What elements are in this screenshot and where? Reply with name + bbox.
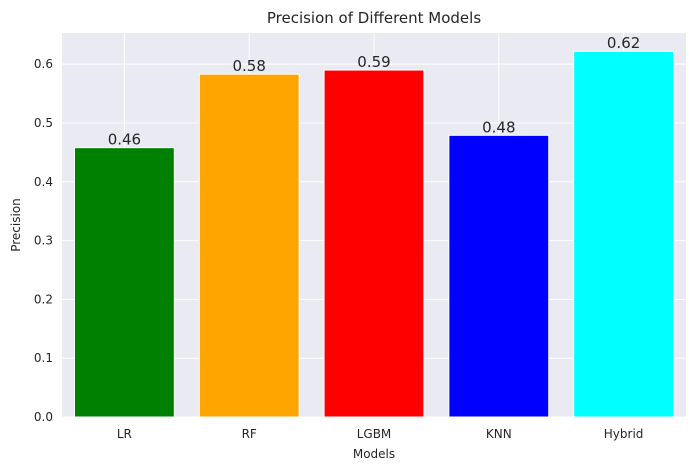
x-tick-label: LGBM [357,427,392,441]
x-tick-label: Hybrid [604,427,644,441]
x-tick-label: RF [242,427,257,441]
bar-knn [448,134,550,418]
data-label-rf: 0.58 [232,57,265,75]
x-tick-labels: LR RF LGBM KNN Hybrid [117,427,644,441]
y-tick-label: 0.6 [34,57,53,71]
y-tick-labels: 0.0 0.1 0.2 0.3 0.4 0.5 0.6 [34,57,53,424]
y-tick-label: 0.3 [34,234,53,248]
y-tick-label: 0.2 [34,292,53,306]
y-tick-label: 0.4 [34,175,53,189]
y-axis-label: Precision [9,198,23,252]
data-labels: 0.46 0.58 0.59 0.48 0.62 [108,34,641,148]
data-label-lr: 0.46 [108,131,141,149]
x-tick-label: LR [117,427,132,441]
data-label-lgbm: 0.59 [357,53,390,71]
x-axis-label: Models [353,447,395,461]
data-label-knn: 0.48 [482,118,515,136]
y-tick-label: 0.0 [34,410,53,424]
bar-lgbm [323,69,425,418]
bar-hybrid [573,50,675,418]
data-label-hybrid: 0.62 [607,34,640,52]
y-tick-label: 0.5 [34,116,53,130]
bar-lr [73,147,175,418]
chart-title: Precision of Different Models [267,9,481,27]
bars [73,50,675,418]
x-tick-label: KNN [486,427,512,441]
y-tick-label: 0.1 [34,351,53,365]
bar-rf [198,73,300,418]
